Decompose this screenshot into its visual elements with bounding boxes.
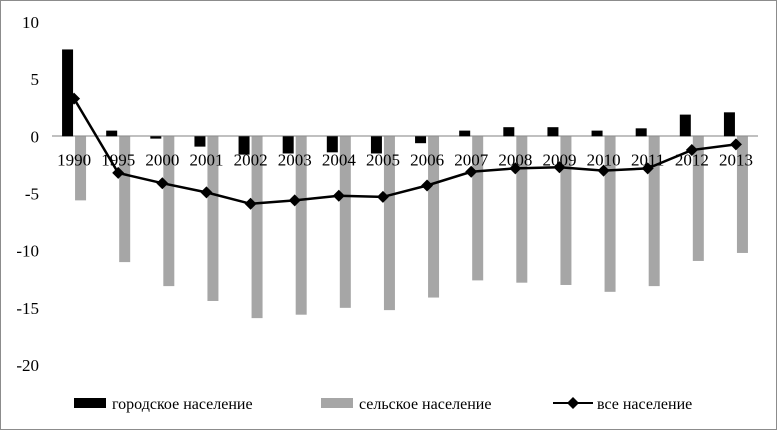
x-tick-label: 2005 (366, 150, 400, 169)
bar-rural-2013 (736, 136, 748, 253)
bar-urban-2011 (635, 128, 647, 137)
line-point-2011 (641, 162, 654, 175)
bar-rural-2005 (383, 136, 395, 311)
y-tick-label: -5 (25, 185, 39, 204)
x-axis-labels: 1990 1995 2000 2001 2002 2003 2004 2005 2006 2007… (57, 150, 753, 169)
line-point-2003 (288, 194, 301, 207)
legend: городское население сельское население в… (74, 396, 692, 413)
bar-rural-2003 (295, 136, 307, 315)
x-tick-label: 1995 (101, 150, 135, 169)
line-point-2008 (509, 162, 522, 175)
x-tick-label: 1990 (57, 150, 91, 169)
bar-urban-2008 (503, 127, 515, 137)
legend-swatch-urban (74, 398, 106, 408)
legend-marker-total (567, 397, 579, 409)
line-all-population (72, 97, 737, 206)
x-tick-label: 2013 (719, 150, 753, 169)
line-point-2013 (729, 138, 742, 151)
legend-label-urban: городское население (112, 396, 253, 413)
x-tick-label: 2002 (234, 150, 268, 169)
bar-urban-2013 (723, 112, 735, 137)
bar-urban-2006 (415, 136, 427, 144)
bar-rural-1990 (75, 136, 87, 201)
line-point-2007 (465, 165, 478, 178)
bar-rural-2012 (692, 136, 704, 261)
x-tick-label: 2009 (542, 150, 576, 169)
line-point-2009 (553, 161, 566, 174)
bar-rural-2010 (604, 136, 616, 292)
bar-urban-2003 (282, 136, 294, 154)
y-tick-label: -10 (16, 242, 39, 261)
x-tick-label: 2012 (675, 150, 709, 169)
line-point-1990 (68, 92, 81, 105)
x-tick-label: 2010 (587, 150, 621, 169)
x-tick-label: 2006 (410, 150, 444, 169)
line-point-2005 (376, 190, 389, 203)
y-tick-label: -20 (16, 356, 39, 375)
line-point-2010 (597, 164, 610, 177)
line-point-1995 (112, 166, 125, 179)
bar-urban-2012 (679, 114, 691, 137)
x-tick-label: 2008 (498, 150, 532, 169)
bar-rural-1995 (119, 136, 131, 263)
bar-rural-2002 (251, 136, 263, 319)
bar-urban-2001 (194, 136, 206, 147)
bar-rural-2011 (648, 136, 660, 287)
y-tick-label: -15 (16, 299, 39, 318)
bar-series (62, 49, 748, 319)
x-tick-label: 2001 (189, 150, 223, 169)
bar-urban-2007 (459, 130, 471, 137)
legend-swatch-rural (321, 398, 353, 408)
bar-urban-2010 (591, 130, 603, 137)
bar-urban-1995 (106, 130, 118, 137)
legend-label-rural: сельское население (359, 396, 491, 413)
y-tick-label: 0 (31, 127, 40, 146)
line-series-all-population (68, 92, 742, 210)
legend-label-total: все население (597, 396, 692, 413)
bar-rural-2009 (560, 136, 572, 285)
line-point-2002 (244, 197, 257, 210)
line-point-2004 (332, 189, 345, 202)
x-tick-label: 2004 (322, 150, 357, 169)
line-point-2012 (685, 144, 698, 157)
bar-rural-2006 (428, 136, 440, 298)
x-tick-label: 2007 (454, 150, 489, 169)
bar-urban-2000 (150, 136, 162, 139)
bar-rural-2007 (472, 136, 484, 281)
y-tick-label: 10 (22, 13, 39, 32)
bar-rural-2000 (163, 136, 175, 287)
bar-rural-2004 (339, 136, 351, 308)
bar-urban-2004 (326, 136, 338, 153)
bar-urban-1990 (62, 49, 74, 137)
bar-urban-2009 (547, 127, 559, 137)
x-tick-label: 2011 (631, 150, 664, 169)
line-point-2006 (421, 179, 434, 192)
y-axis-labels: 10 5 0 -5 -10 -15 -20 (16, 13, 39, 375)
line-point-2001 (200, 186, 213, 199)
bar-rural-2001 (207, 136, 219, 301)
bar-urban-2002 (238, 136, 250, 155)
bar-urban-2005 (370, 136, 382, 154)
line-point-2000 (156, 177, 169, 190)
x-tick-label: 2000 (145, 150, 179, 169)
y-tick-label: 5 (31, 70, 40, 89)
bar-rural-2008 (516, 136, 528, 283)
x-tick-label: 2003 (278, 150, 312, 169)
